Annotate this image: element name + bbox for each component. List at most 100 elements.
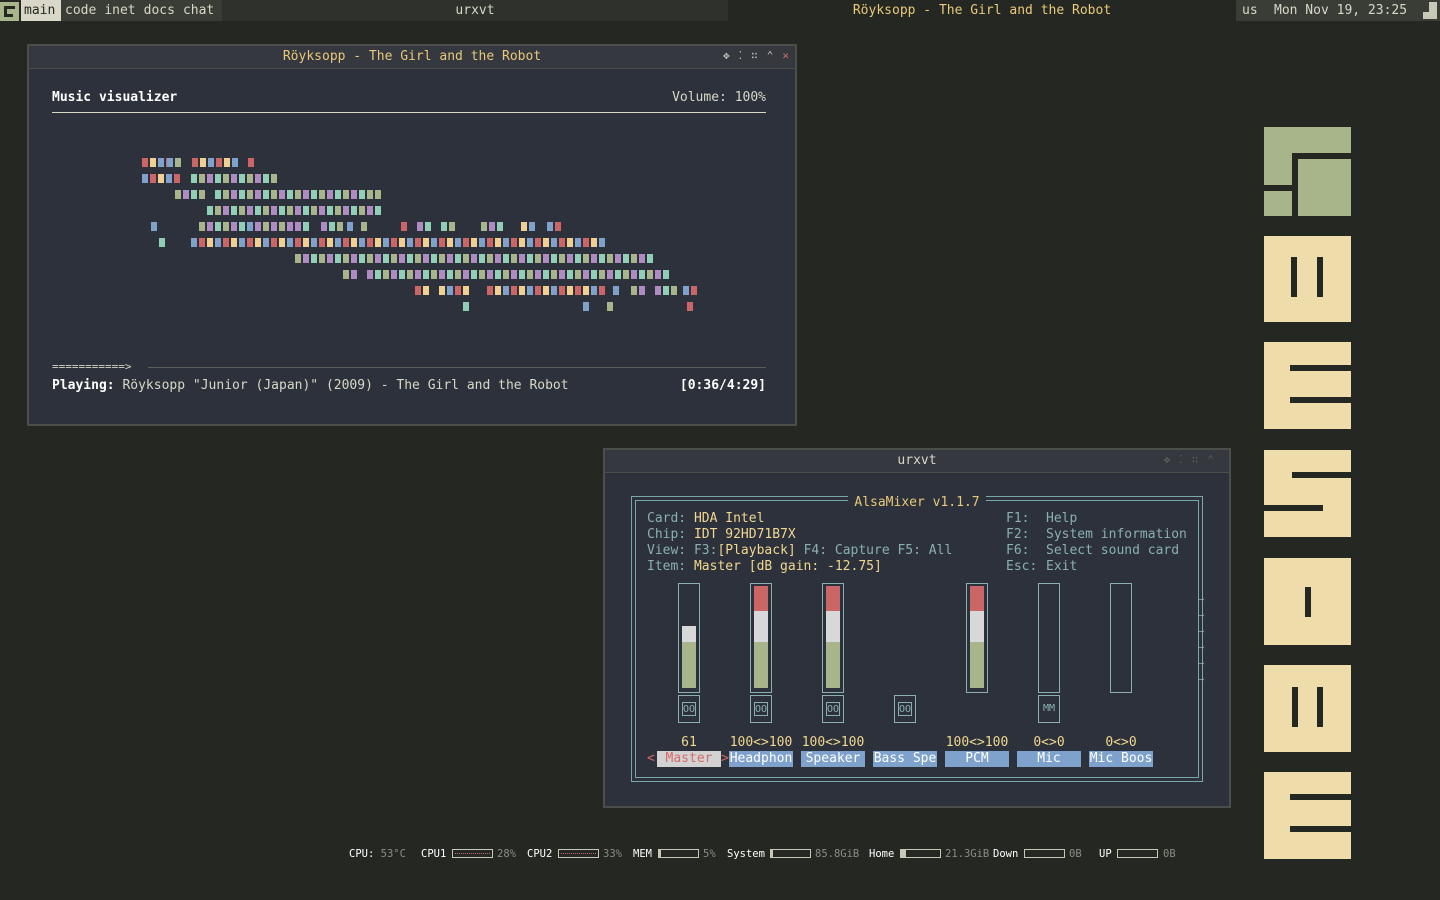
progress-bar[interactable]: ===========> — [52, 361, 766, 372]
window-titlebar[interactable]: urxvt ✥⁚∷⌃ — [605, 450, 1229, 473]
sticky-icon[interactable]: ∷ — [751, 49, 767, 62]
mute-switch-5[interactable]: MM — [1038, 695, 1060, 723]
channel-label[interactable]: Speaker — [801, 751, 865, 767]
spectrum-bar — [383, 254, 389, 263]
channel-value: 0<>0 — [1105, 735, 1137, 750]
cpu1-graph — [452, 849, 493, 858]
tag-docs[interactable]: docs — [143, 3, 175, 18]
spectrum-bar — [599, 286, 605, 295]
spectrum-bar — [479, 270, 485, 279]
view-playback[interactable]: [Playback] — [717, 543, 796, 558]
spectrum-bar — [415, 286, 421, 295]
mute-switch-2[interactable]: OO — [822, 695, 844, 723]
mute-switch-1[interactable]: OO — [750, 695, 772, 723]
chip-name: IDT 92HD71B7X — [693, 527, 796, 542]
spectrum-bar — [287, 238, 293, 247]
floating-icon[interactable]: ✥ — [1163, 453, 1180, 466]
card-info: Card: HDA Intel Chip: IDT 92HD71B7X View… — [647, 511, 953, 574]
spectrum-bar — [431, 270, 437, 279]
spectrum-bar — [535, 286, 541, 295]
fader-0[interactable] — [678, 583, 700, 693]
track-info: Röyksopp "Junior (Japan)" (2009) - The G… — [122, 378, 569, 393]
fader-4[interactable] — [966, 583, 988, 693]
spectrum-bar — [455, 238, 461, 247]
spectrum-bar — [150, 174, 156, 183]
spectrum-bar — [543, 286, 549, 295]
fader-5[interactable] — [1038, 583, 1060, 693]
spectrum-bar — [375, 206, 381, 215]
keyboard-layout[interactable]: us — [1242, 3, 1258, 18]
spectrum-bar — [215, 238, 221, 247]
fader-1[interactable] — [750, 583, 772, 693]
cpu1-widget: CPU1 — [421, 848, 447, 860]
sticky-icon[interactable]: ∷ — [1191, 453, 1208, 466]
channel-label[interactable]: Bass Spe — [873, 751, 937, 767]
window-title: Röyksopp - The Girl and the Robot — [282, 49, 542, 64]
down-value: 0B — [1069, 848, 1082, 860]
spectrum-bar — [224, 158, 230, 167]
visualizer-window[interactable]: Röyksopp - The Girl and the Robot ✥⁚∷⌃✕ … — [27, 44, 797, 426]
switch-label: OO — [826, 702, 840, 716]
spectrum-bar — [599, 238, 605, 247]
spectrum-bar — [511, 254, 517, 263]
spectrum-bar — [383, 238, 389, 247]
spectrum-bar — [247, 238, 253, 247]
spectrum-bar — [263, 190, 269, 199]
mixer-window[interactable]: urxvt ✥⁚∷⌃ AlsaMixer v1.1.7 Card: HDA In… — [603, 448, 1231, 808]
spectrum-bar — [263, 206, 269, 215]
channel-label[interactable]: Mic Boos — [1089, 751, 1153, 767]
floating-icon[interactable]: ✥ — [723, 49, 739, 62]
tasklist-item-urxvt[interactable]: urxvt — [222, 0, 728, 21]
spectrum-bar — [511, 238, 517, 247]
spectrum-bar — [399, 238, 405, 247]
spectrum-bar — [200, 158, 206, 167]
close-icon[interactable]: ✕ — [782, 49, 789, 62]
spectrum-bar — [497, 222, 503, 231]
ontop-icon[interactable]: ⁚ — [1179, 453, 1192, 466]
spectrum-bar — [383, 270, 389, 279]
spectrum-bar — [519, 286, 525, 295]
spectrum-bar — [271, 190, 277, 199]
view-capture[interactable]: F4: Capture — [803, 543, 890, 558]
spectrum-bar — [551, 270, 557, 279]
maximize-icon[interactable]: ⌃ — [1207, 453, 1223, 466]
view-all[interactable]: F5: All — [897, 543, 953, 558]
mute-switch-0[interactable]: OO — [678, 695, 700, 723]
awesome-launcher-icon[interactable] — [0, 2, 19, 21]
channel-label[interactable]: Mic — [1017, 751, 1081, 767]
spectrum-bar — [311, 254, 317, 263]
spectrum-bar — [207, 206, 213, 215]
system-value: 85.8GiB — [815, 848, 860, 860]
spectrum-bar — [231, 174, 237, 183]
spectrum-bar — [423, 238, 429, 247]
spectrum-bar — [471, 238, 477, 247]
maximize-icon[interactable]: ⌃ — [766, 49, 783, 62]
mem-gauge — [658, 849, 699, 858]
spectrum-bar — [527, 254, 533, 263]
spectrum-bar — [231, 222, 237, 231]
fader-level-seg — [970, 586, 984, 611]
spectrum-bar — [158, 174, 164, 183]
fader-2[interactable] — [822, 583, 844, 693]
channel-label[interactable]: Headphon — [729, 751, 793, 767]
channel-label[interactable]: Master — [657, 751, 721, 767]
mute-switch-3[interactable]: OO — [894, 695, 916, 723]
fader-6[interactable] — [1110, 583, 1132, 693]
spectrum-bar — [559, 286, 565, 295]
spectrum-bar — [607, 254, 613, 263]
tag-inet[interactable]: inet — [104, 3, 136, 18]
spectrum-bar — [559, 238, 565, 247]
scroll-more-arrows[interactable]: → → → → → → — [1198, 594, 1205, 685]
tag-chat[interactable]: chat — [182, 3, 215, 18]
layout-icon[interactable] — [1423, 2, 1437, 19]
tag-code[interactable]: code — [65, 3, 97, 18]
now-playing-widget: Röyksopp - The Girl and the Robot — [852, 3, 1112, 18]
window-titlebar[interactable]: Röyksopp - The Girl and the Robot ✥⁚∷⌃✕ — [29, 46, 795, 69]
ontop-icon[interactable]: ⁚ — [738, 49, 752, 62]
channel-label[interactable]: PCM — [945, 751, 1009, 767]
tag-main[interactable]: main — [21, 0, 64, 21]
spectrum-bar — [175, 190, 181, 199]
spectrum-bar — [415, 238, 421, 247]
spectrum-bar — [487, 238, 493, 247]
channel-value: 100<>100 — [729, 735, 793, 750]
